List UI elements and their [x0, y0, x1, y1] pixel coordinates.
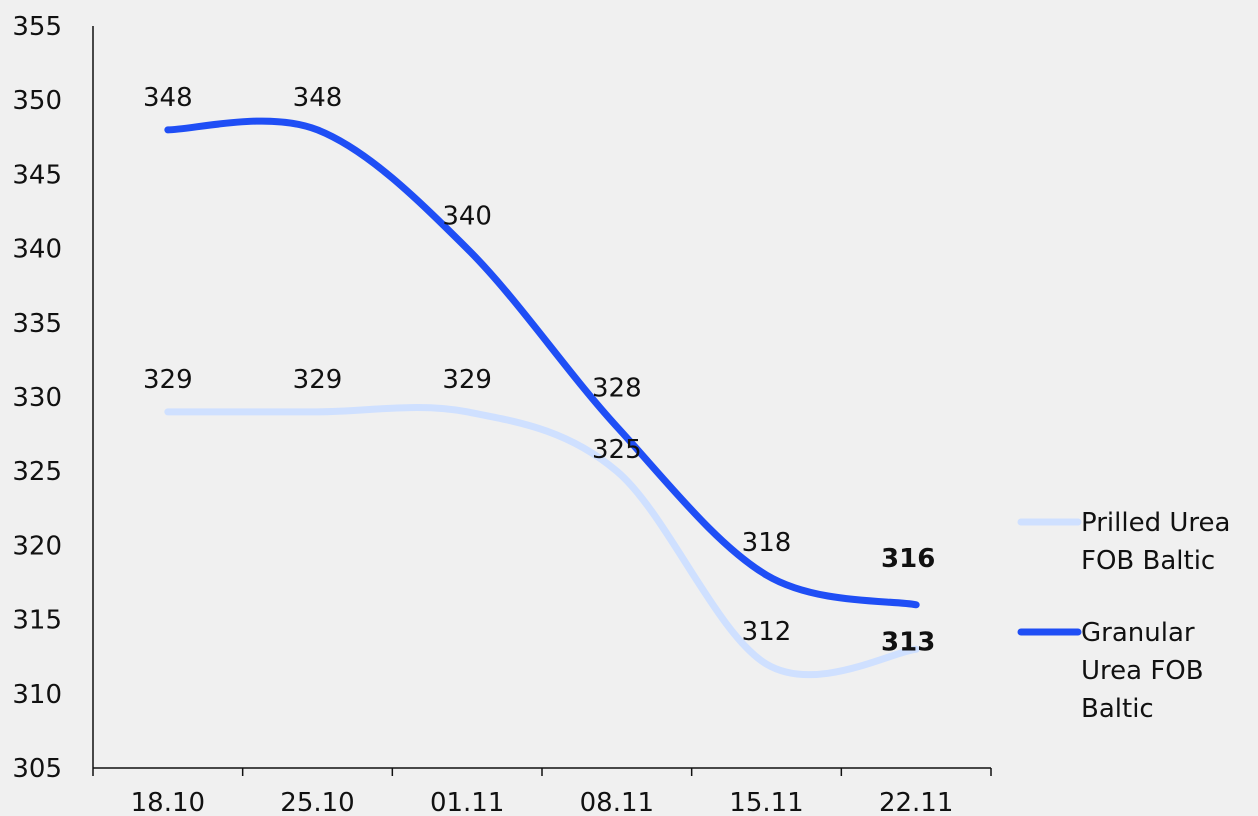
data-labels: 329 329 329 325 312 313 348 348 340 328 318 316 — [143, 83, 935, 657]
legend-label: Urea FOB — [1081, 656, 1204, 686]
y-tick-label: 320 — [12, 531, 62, 561]
y-tick-label: 315 — [12, 606, 62, 636]
x-tick-label: 25.10 — [280, 788, 354, 816]
data-label: 329 — [293, 365, 343, 395]
data-label: 318 — [742, 528, 792, 558]
y-axis: 305 310 315 320 325 330 335 340 345 350 355 — [12, 12, 94, 784]
data-label: 329 — [442, 365, 492, 395]
y-tick-label: 305 — [12, 754, 62, 784]
data-label: 340 — [442, 202, 492, 232]
legend-label: Prilled Urea — [1081, 508, 1230, 538]
legend: Prilled Urea FOB Baltic Granular Urea FOB Ba… — [1017, 508, 1230, 724]
y-tick-label: 350 — [12, 86, 62, 116]
series-line-granular — [164, 117, 920, 609]
y-tick-label: 330 — [12, 383, 62, 413]
legend-label: Granular — [1081, 618, 1195, 648]
data-label: 328 — [592, 374, 642, 404]
data-label: 325 — [592, 435, 642, 465]
data-label: 348 — [293, 83, 343, 113]
x-tick-label: 22.11 — [879, 788, 953, 816]
y-tick-label: 310 — [12, 680, 62, 710]
series-line-prilled — [164, 403, 920, 679]
data-label: 316 — [881, 544, 935, 574]
y-tick-label: 340 — [12, 235, 62, 265]
data-label: 312 — [742, 617, 792, 647]
y-tick-label: 345 — [12, 160, 62, 190]
x-tick-label: 08.11 — [580, 788, 654, 816]
x-axis: 18.10 25.10 01.11 08.11 15.11 22.11 — [92, 767, 992, 816]
x-tick-label: 18.10 — [131, 788, 205, 816]
legend-label: Baltic — [1081, 694, 1154, 724]
y-tick-label: 335 — [12, 309, 62, 339]
legend-label: FOB Baltic — [1081, 546, 1215, 576]
data-label: 313 — [881, 627, 935, 657]
series-lines — [164, 117, 920, 679]
y-tick-label: 325 — [12, 457, 62, 487]
data-label: 329 — [143, 365, 193, 395]
x-tick-label: 15.11 — [729, 788, 803, 816]
y-tick-label: 355 — [12, 12, 62, 42]
x-tick-label: 01.11 — [430, 788, 504, 816]
data-label: 348 — [143, 83, 193, 113]
